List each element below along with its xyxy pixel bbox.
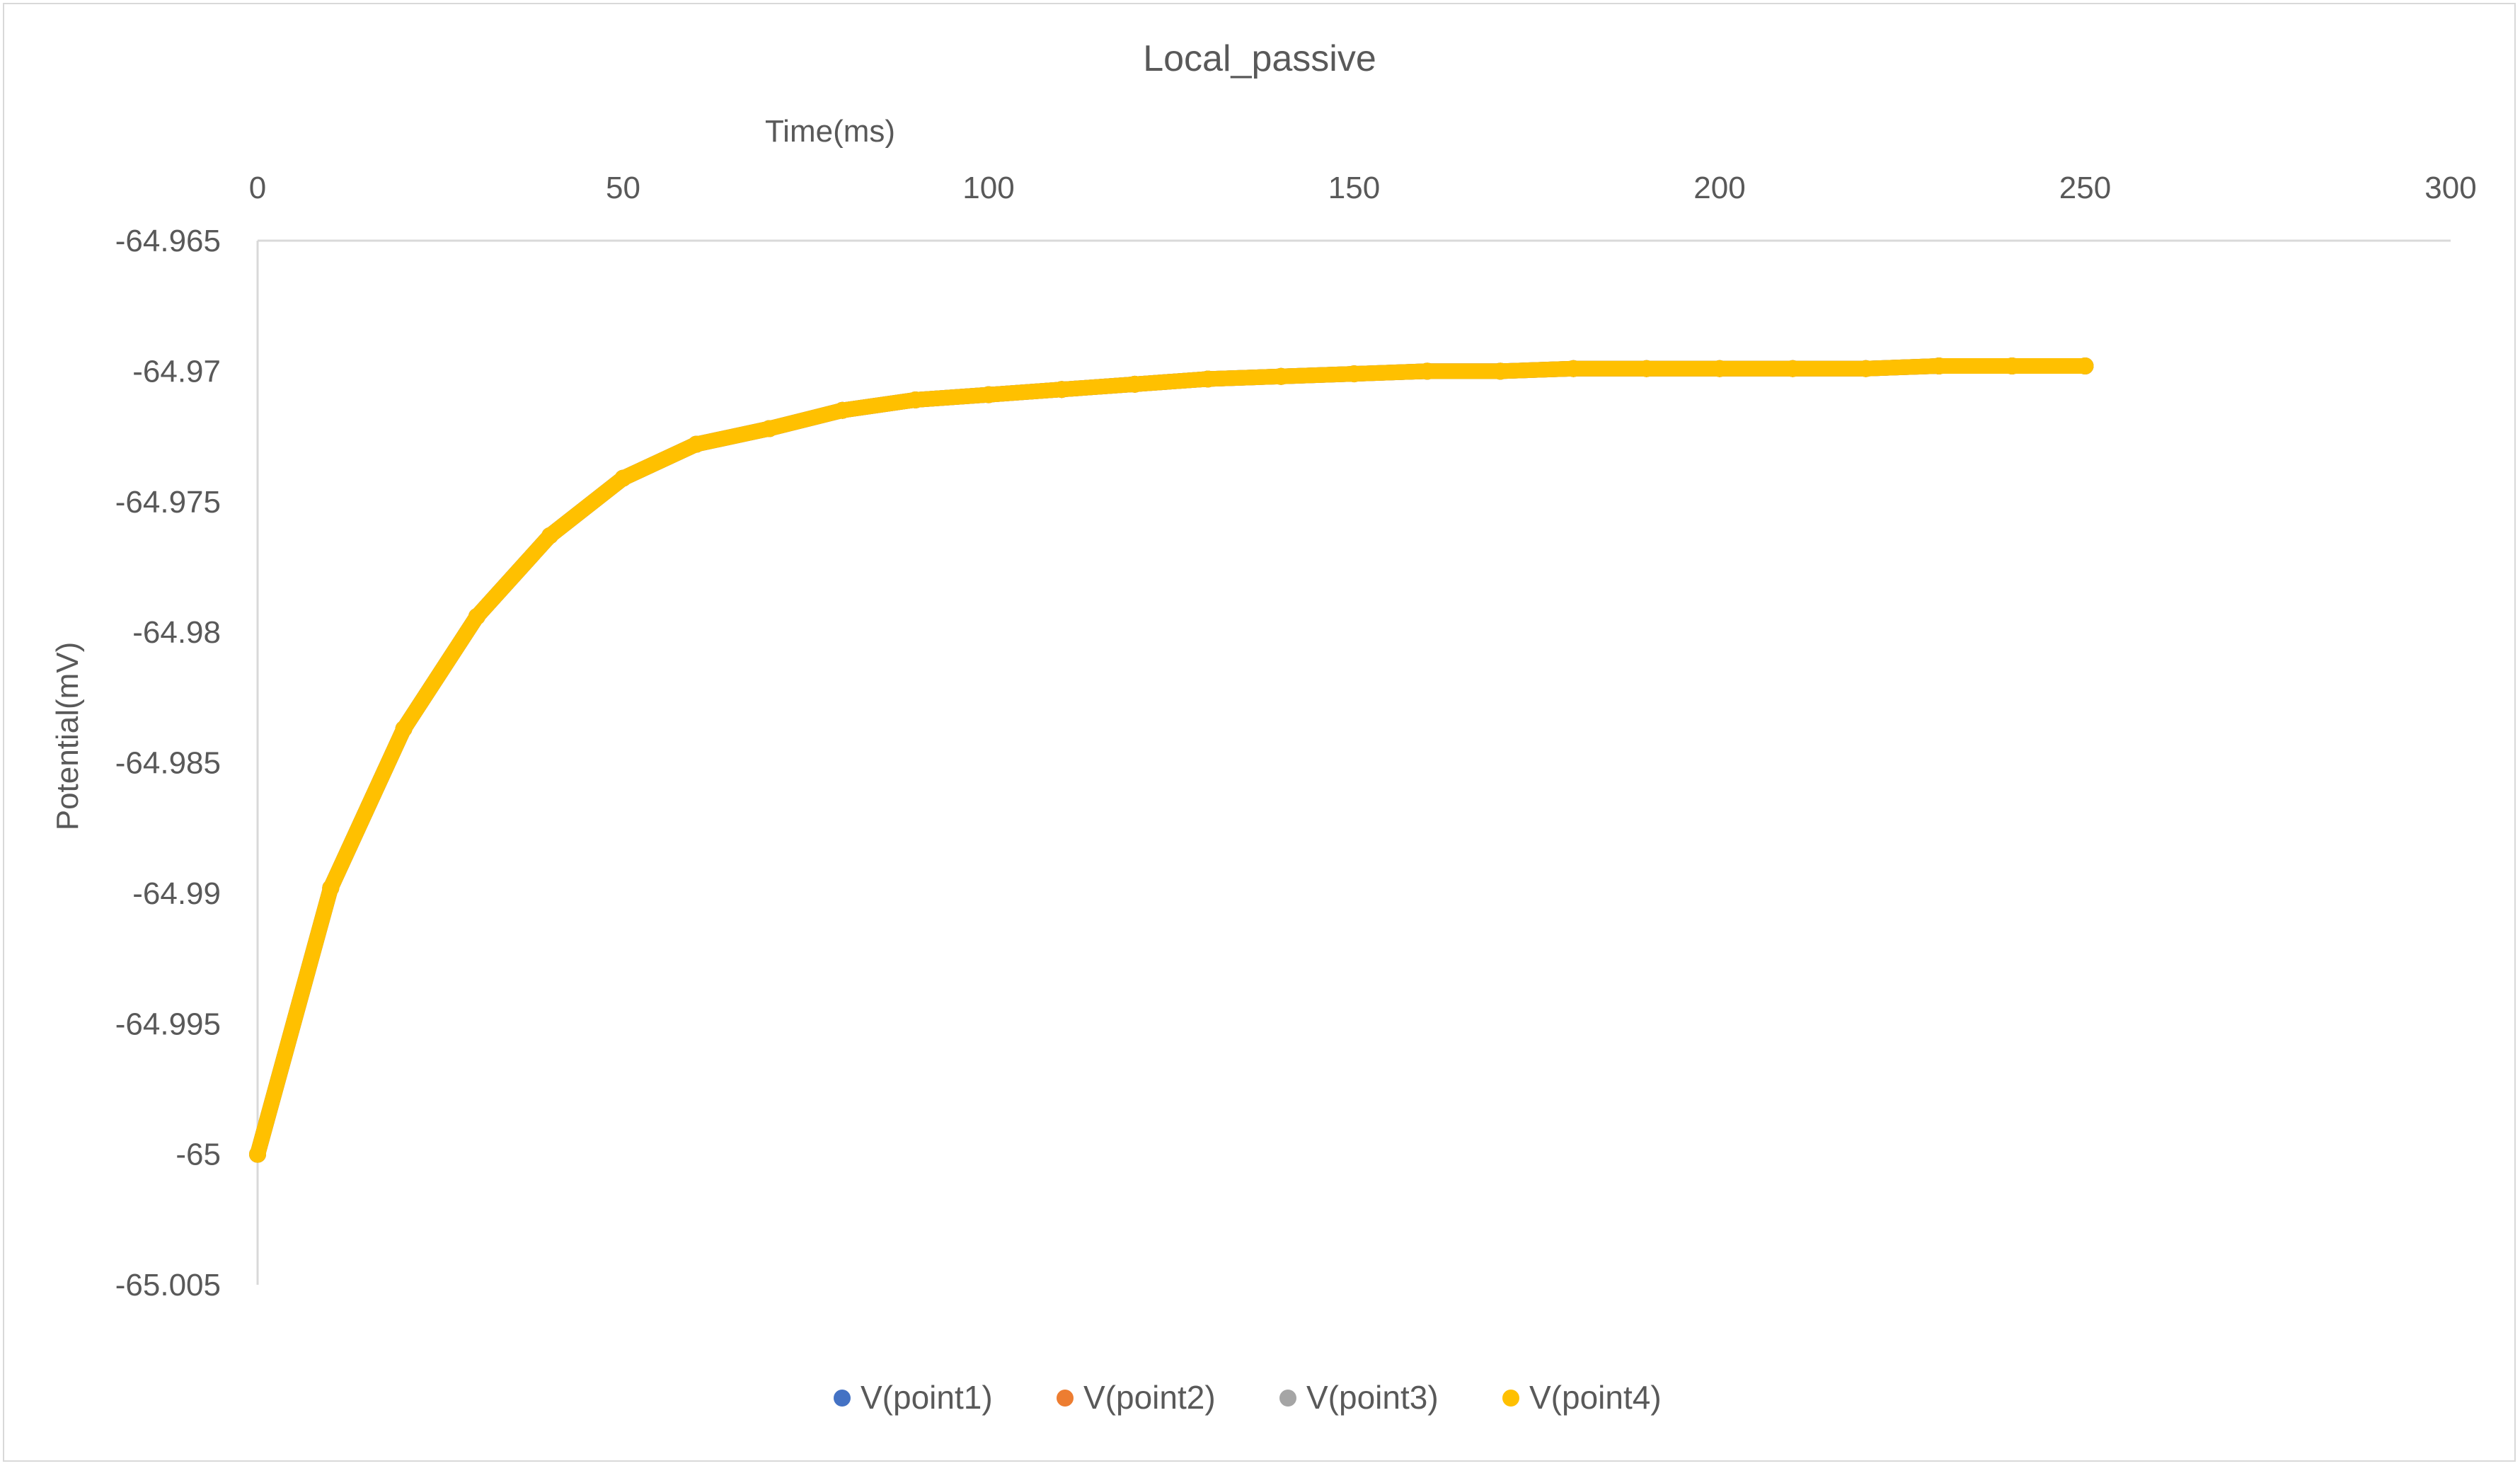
legend-label: V(point1)	[861, 1379, 993, 1416]
data-point	[1272, 367, 1290, 385]
chart-title: Local_passive	[1143, 38, 1376, 79]
data-point	[395, 720, 413, 738]
plot-area	[249, 357, 2094, 1163]
x-tick-label: 0	[249, 171, 266, 205]
x-tick-label: 150	[1328, 171, 1380, 205]
y-tick-label: -65	[176, 1138, 221, 1172]
data-point	[1199, 370, 1216, 388]
data-point	[980, 386, 997, 403]
x-axis-label: Time(ms)	[765, 114, 895, 149]
legend: V(point1) V(point2) V(point3) V(point4)	[834, 1379, 1662, 1416]
x-tick-label: 250	[2059, 171, 2111, 205]
data-point	[1126, 375, 1144, 393]
x-tick-labels: 0 50 100 150 200 250 300	[249, 171, 2477, 205]
legend-marker	[1502, 1390, 1519, 1407]
series-line	[250, 358, 2093, 1162]
data-point	[2076, 357, 2094, 374]
data-point	[761, 420, 778, 437]
x-tick-label: 100	[962, 171, 1014, 205]
legend-label: V(point3)	[1306, 1379, 1439, 1416]
data-point	[1565, 360, 1582, 377]
chart-frame	[3, 3, 2516, 1462]
legend-marker	[1057, 1390, 1074, 1407]
data-point	[834, 401, 851, 419]
y-tick-label: -64.995	[115, 1007, 221, 1041]
data-point	[907, 391, 924, 408]
data-point	[1857, 360, 1875, 377]
y-tick-label: -65.005	[115, 1268, 221, 1302]
y-tick-label: -64.98	[132, 615, 221, 650]
data-point	[1053, 381, 1071, 399]
series-line	[250, 358, 2093, 1162]
data-point	[687, 435, 705, 453]
series-2	[249, 357, 2094, 1163]
x-tick-label: 200	[1693, 171, 1745, 205]
y-tick-label: -64.99	[132, 876, 221, 911]
data-point	[1418, 362, 1436, 380]
data-point	[1784, 360, 1802, 377]
y-tick-label: -64.985	[115, 746, 221, 781]
y-tick-label: -64.97	[132, 354, 221, 389]
series-line	[250, 358, 2093, 1162]
series-3	[249, 357, 2094, 1163]
data-point	[1638, 360, 1655, 377]
legend-label: V(point2)	[1083, 1379, 1216, 1416]
series-1	[249, 357, 2094, 1163]
data-point	[2003, 357, 2021, 374]
data-point	[1930, 357, 1947, 374]
axes-group	[256, 239, 2451, 1285]
y-tick-labels: -64.965 -64.97 -64.975 -64.98 -64.985 -64.99 -…	[115, 224, 221, 1302]
data-point	[468, 608, 485, 625]
legend-marker	[834, 1390, 851, 1407]
x-tick-label: 300	[2424, 171, 2476, 205]
y-axis-label: Potential(mV)	[50, 642, 85, 831]
legend-marker	[1279, 1390, 1296, 1407]
data-point	[1345, 365, 1363, 383]
data-point	[1492, 362, 1509, 380]
data-point	[322, 879, 340, 897]
y-tick-label: -64.965	[115, 224, 221, 258]
data-point	[541, 527, 559, 544]
series-line	[250, 358, 2093, 1162]
legend-label: V(point4)	[1529, 1379, 1662, 1416]
data-point	[1711, 360, 1728, 377]
y-tick-label: -64.975	[115, 485, 221, 520]
data-point	[249, 1145, 266, 1163]
series-4	[249, 357, 2094, 1163]
data-point	[614, 469, 632, 487]
x-tick-label: 50	[606, 171, 640, 205]
